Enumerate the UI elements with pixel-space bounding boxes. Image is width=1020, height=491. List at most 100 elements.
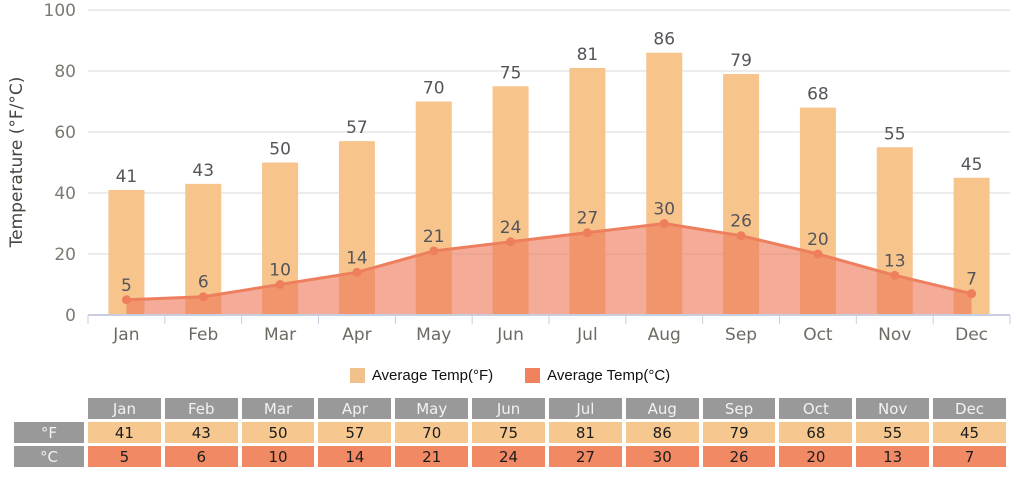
value-cell-C-Dec: 7 <box>933 446 1006 467</box>
month-header-cell-May: May <box>395 398 469 419</box>
value-cell-F-Jan: 41 <box>88 422 161 443</box>
line-value-label-Jan: 5 <box>121 276 132 296</box>
table-row-c: °C 5 6 10 14 21 24 27 30 26 20 13 7 <box>14 446 1006 467</box>
month-label-Jan: Jan <box>112 325 139 345</box>
table-row-f: °F 41 43 50 57 70 75 81 86 79 68 55 45 <box>14 422 1006 443</box>
marker-Nov <box>890 270 900 280</box>
line-value-label-Nov: 13 <box>884 251 906 271</box>
month-label-Apr: Apr <box>342 325 371 345</box>
temperature-table: Jan Feb Mar Apr May Jun Jul Aug Sep Oct Nov Dec °F 4… <box>10 395 1010 470</box>
value-cell-F-Mar: 50 <box>241 422 315 443</box>
line-value-label-Mar: 10 <box>269 261 291 281</box>
value-cell-F-Jun: 75 <box>472 422 545 443</box>
month-header-cell-Nov: Nov <box>856 398 930 419</box>
marker-Feb <box>198 292 208 302</box>
month-label-Mar: Mar <box>264 325 296 345</box>
table-corner-cell <box>14 398 84 419</box>
line-value-label-Oct: 20 <box>807 230 829 250</box>
marker-Dec <box>967 289 977 299</box>
area-series-c <box>126 223 972 315</box>
marker-Apr <box>352 267 362 277</box>
marker-Sep <box>736 231 746 241</box>
temperature-chart: 0 20 40 60 80 100 Temperature (°F/°C) Jan Feb Mar… <box>7 1 1011 345</box>
value-cell-C-Apr: 14 <box>318 446 392 467</box>
legend-item-avg-temp-f[interactable]: Average Temp(°F) <box>349 366 494 384</box>
value-cell-F-Aug: 86 <box>625 422 699 443</box>
bar-value-label-Sep: 79 <box>730 51 752 71</box>
month-label-Feb: Feb <box>188 325 218 345</box>
value-cell-C-Mar: 10 <box>241 446 315 467</box>
month-header-cell-Feb: Feb <box>164 398 238 419</box>
line-value-label-Aug: 30 <box>653 200 675 220</box>
bar-value-label-Jan: 41 <box>116 167 138 187</box>
value-cell-F-Apr: 57 <box>318 422 392 443</box>
month-header-cell-Jul: Jul <box>548 398 622 419</box>
row-label-cell: °F <box>14 422 84 443</box>
value-cell-C-Aug: 30 <box>625 446 699 467</box>
bar-value-label-Apr: 57 <box>346 118 368 138</box>
value-cell-F-May: 70 <box>395 422 469 443</box>
legend-label-c: Average Temp(°C) <box>547 366 671 384</box>
month-label-Jun: Jun <box>496 325 524 345</box>
line-value-label-Jun: 24 <box>500 218 522 238</box>
month-label-Aug: Aug <box>648 325 681 345</box>
month-label-Sep: Sep <box>725 325 757 345</box>
value-cell-C-Feb: 6 <box>164 446 238 467</box>
value-cell-C-May: 21 <box>395 446 469 467</box>
value-cell-F-Feb: 43 <box>164 422 238 443</box>
month-label-Dec: Dec <box>955 325 988 345</box>
marker-May <box>429 246 439 256</box>
value-cell-C-Sep: 26 <box>702 446 776 467</box>
month-header-cell-Jun: Jun <box>472 398 545 419</box>
marker-Mar <box>275 280 285 289</box>
line-value-label-Apr: 14 <box>346 248 368 268</box>
month-header-cell-Aug: Aug <box>625 398 699 419</box>
value-cell-C-Jun: 24 <box>472 446 545 467</box>
marker-Jun <box>506 237 516 247</box>
marker-Oct <box>813 249 823 259</box>
bar-value-label-Feb: 43 <box>192 161 214 181</box>
month-header-cell-Dec: Dec <box>933 398 1006 419</box>
y-axis-title: Temperature (°F/°C) <box>7 77 27 249</box>
month-header-cell-Oct: Oct <box>779 398 853 419</box>
month-label-Jul: Jul <box>576 325 598 345</box>
line-value-label-May: 21 <box>423 227 445 247</box>
month-label-Oct: Oct <box>803 325 833 345</box>
marker-Jan <box>121 295 131 305</box>
y-tick-label-20: 20 <box>54 245 76 265</box>
value-cell-F-Nov: 55 <box>856 422 930 443</box>
marker-Jul <box>582 228 592 238</box>
marker-Aug <box>659 219 669 228</box>
legend-item-avg-temp-c[interactable]: Average Temp(°C) <box>525 367 670 384</box>
y-tick-label-0: 0 <box>65 306 76 326</box>
y-tick-label-80: 80 <box>54 62 76 82</box>
value-cell-F-Dec: 45 <box>933 422 1006 443</box>
value-cell-F-Jul: 81 <box>548 422 622 443</box>
bar-value-label-Jul: 81 <box>577 45 599 65</box>
line-value-label-Jul: 27 <box>577 209 599 229</box>
bar-value-label-May: 70 <box>423 79 445 99</box>
y-tick-label-40: 40 <box>54 184 76 204</box>
row-label-cell: °C <box>14 446 84 467</box>
value-cell-F-Oct: 68 <box>779 422 853 443</box>
line-value-label-Dec: 7 <box>966 270 977 290</box>
month-label-Nov: Nov <box>878 325 911 345</box>
line-series-c <box>126 221 972 302</box>
line-value-label-Sep: 26 <box>730 212 752 232</box>
value-cell-F-Sep: 79 <box>702 422 776 443</box>
bar-value-label-Nov: 55 <box>884 124 906 144</box>
value-cell-C-Oct: 20 <box>779 446 853 467</box>
legend-label-f: Average Temp(°F) <box>371 366 494 384</box>
chart-legend: Average Temp(°F) Average Temp(°C) <box>0 363 1020 387</box>
month-header-cell-Jan: Jan <box>88 398 161 419</box>
legend-swatch-c-icon <box>525 367 541 383</box>
line-value-label-Feb: 6 <box>198 273 209 293</box>
y-tick-label-60: 60 <box>54 123 76 143</box>
month-header-cell-Apr: Apr <box>318 398 392 419</box>
month-header-cell-Mar: Mar <box>241 398 315 419</box>
value-cell-C-Jan: 5 <box>88 446 161 467</box>
bar-value-label-Jun: 75 <box>500 63 522 83</box>
month-label-May: May <box>416 325 451 345</box>
bar-value-label-Mar: 50 <box>269 140 291 160</box>
